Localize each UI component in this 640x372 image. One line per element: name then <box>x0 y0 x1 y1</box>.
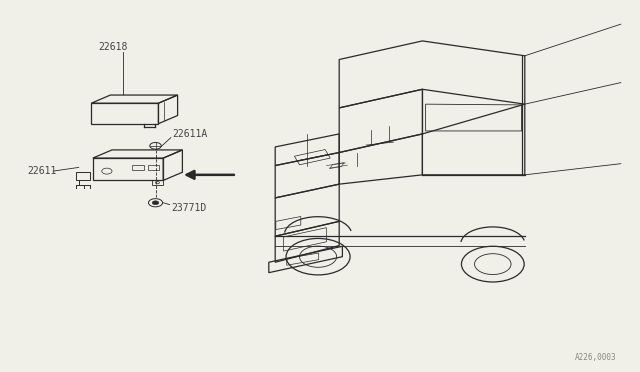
Text: 22611: 22611 <box>28 166 57 176</box>
Text: A226,0003: A226,0003 <box>575 353 617 362</box>
Circle shape <box>152 201 159 205</box>
Text: 22611A: 22611A <box>173 129 208 139</box>
Text: 23771D: 23771D <box>172 203 207 212</box>
Text: 22618: 22618 <box>99 42 128 51</box>
